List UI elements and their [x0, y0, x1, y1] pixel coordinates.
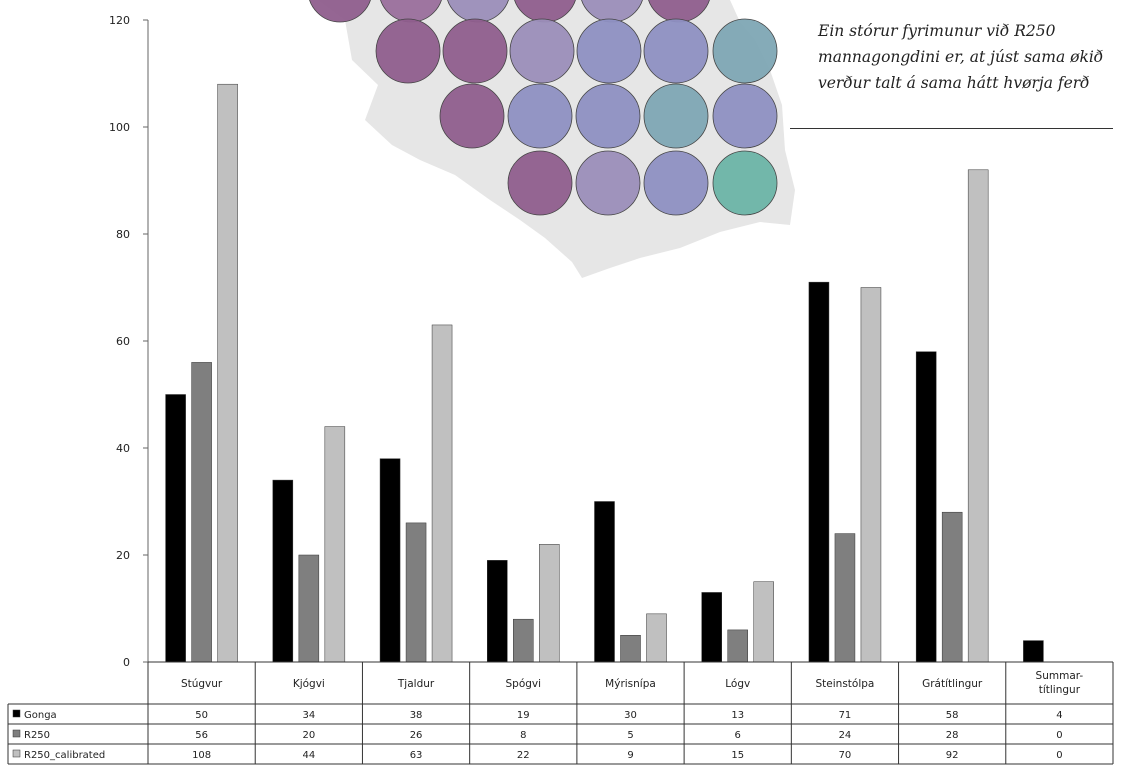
table-cell-value: 26	[410, 730, 423, 741]
table-cell-value: 71	[839, 710, 852, 721]
y-tick-label: 40	[116, 442, 130, 455]
bar-gonga	[808, 281, 830, 663]
bar-r250-calibrated	[753, 581, 774, 663]
map-circle	[575, 83, 641, 149]
y-tick-label: 80	[116, 228, 130, 241]
map-circle	[576, 18, 642, 84]
x-category-label: Mýrisnípa	[605, 678, 656, 690]
x-category-label: Kjógvi	[293, 678, 325, 690]
bar-r250	[620, 635, 641, 663]
x-category-label: Tjaldur	[397, 678, 435, 690]
bar-gonga	[379, 458, 401, 663]
bar-r250	[727, 629, 748, 663]
table-cell-value: 28	[946, 730, 959, 741]
map-circle	[643, 18, 709, 84]
x-category-label: Summar-títlingur	[1036, 670, 1084, 696]
bar-r250-calibrated	[860, 287, 882, 663]
table-cell-value: 92	[946, 750, 959, 761]
map-circle	[712, 150, 778, 216]
legend-label: R250_calibrated	[24, 750, 105, 761]
map-circle	[439, 83, 505, 149]
bar-r250	[298, 554, 320, 663]
bar-gonga	[1023, 640, 1044, 663]
annotation-text: Ein stórur fyrimunur við R250 mannagongd…	[818, 22, 1104, 92]
bar-r250-calibrated	[646, 613, 667, 663]
table-cell-value: 108	[192, 750, 211, 761]
table-cell-value: 20	[302, 730, 315, 741]
x-category-label: Grátítlingur	[922, 678, 983, 690]
bar-gonga	[915, 351, 937, 663]
table-cell-value: 70	[839, 750, 852, 761]
x-category-label: Lógv	[725, 678, 750, 690]
table-cell-value: 38	[410, 710, 423, 721]
table-cell-value: 5	[627, 730, 633, 741]
table-cell-value: 8	[520, 730, 526, 741]
map-circle	[507, 83, 573, 149]
bar-r250	[405, 522, 427, 663]
bar-r250-calibrated	[217, 83, 238, 663]
bar-gonga	[487, 560, 508, 663]
y-tick-label: 100	[109, 121, 130, 134]
map-circle	[309, 0, 371, 23]
map-circle	[575, 150, 641, 216]
table-cell-value: 44	[302, 750, 315, 761]
bar-r250-calibrated	[967, 169, 989, 663]
table-cell-value: 63	[410, 750, 423, 761]
y-tick-label: 60	[116, 335, 130, 348]
table-cell-value: 56	[195, 730, 208, 741]
bar-r250	[513, 618, 534, 663]
table-cell-value: 4	[1056, 710, 1062, 721]
bar-gonga	[165, 394, 186, 663]
legend-swatch	[12, 749, 21, 758]
legend-label: Gonga	[24, 710, 57, 721]
map-circle	[375, 18, 441, 84]
bar-r250	[834, 533, 856, 663]
table-cell-value: 15	[731, 750, 744, 761]
bar-r250-calibrated	[431, 324, 453, 663]
table-cell-value: 13	[731, 710, 744, 721]
x-category-label: Steinstólpa	[816, 678, 875, 690]
map-circle	[643, 150, 709, 216]
annotation-divider	[790, 128, 1113, 129]
bar-r250	[941, 511, 963, 663]
legend-swatch	[12, 729, 21, 738]
bar-gonga	[594, 501, 615, 663]
bar-r250-calibrated	[324, 426, 346, 663]
y-tick-label: 20	[116, 549, 130, 562]
table-cell-value: 19	[517, 710, 530, 721]
table-cell-value: 50	[195, 710, 208, 721]
map-circle	[712, 83, 778, 149]
bar-r250	[191, 362, 212, 663]
y-axis: 0 20 40 60 80 100 120	[109, 14, 149, 669]
x-category-label: Stúgvur	[181, 678, 223, 690]
legend-swatch	[12, 709, 21, 718]
y-tick-label: 120	[109, 14, 130, 27]
table-cell-value: 0	[1056, 750, 1062, 761]
table-cell-value: 58	[946, 710, 959, 721]
map-circle	[712, 18, 778, 84]
table-cell-value: 9	[627, 750, 633, 761]
map-circle	[507, 150, 573, 216]
legend-label: R250	[24, 730, 50, 741]
table-cell-value: 30	[624, 710, 637, 721]
table-cell-value: 22	[517, 750, 530, 761]
data-table: Stúgvur Kjógvi Tjaldur Spógvi Mýrisnípa Lógv S…	[7, 661, 1114, 765]
y-tick-label: 0	[123, 656, 130, 669]
x-category-label: Spógvi	[505, 678, 541, 690]
bar-gonga	[272, 479, 294, 663]
bar-r250-calibrated	[539, 544, 560, 663]
table-cell-value: 0	[1056, 730, 1062, 741]
bar-gonga	[701, 592, 722, 663]
map-circle	[643, 83, 709, 149]
table-cell-value: 34	[302, 710, 315, 721]
map-circles	[309, 0, 778, 216]
table-cell-value: 6	[735, 730, 741, 741]
map-circle	[442, 18, 508, 84]
map-circle	[509, 18, 575, 84]
table-cell-value: 24	[839, 730, 852, 741]
